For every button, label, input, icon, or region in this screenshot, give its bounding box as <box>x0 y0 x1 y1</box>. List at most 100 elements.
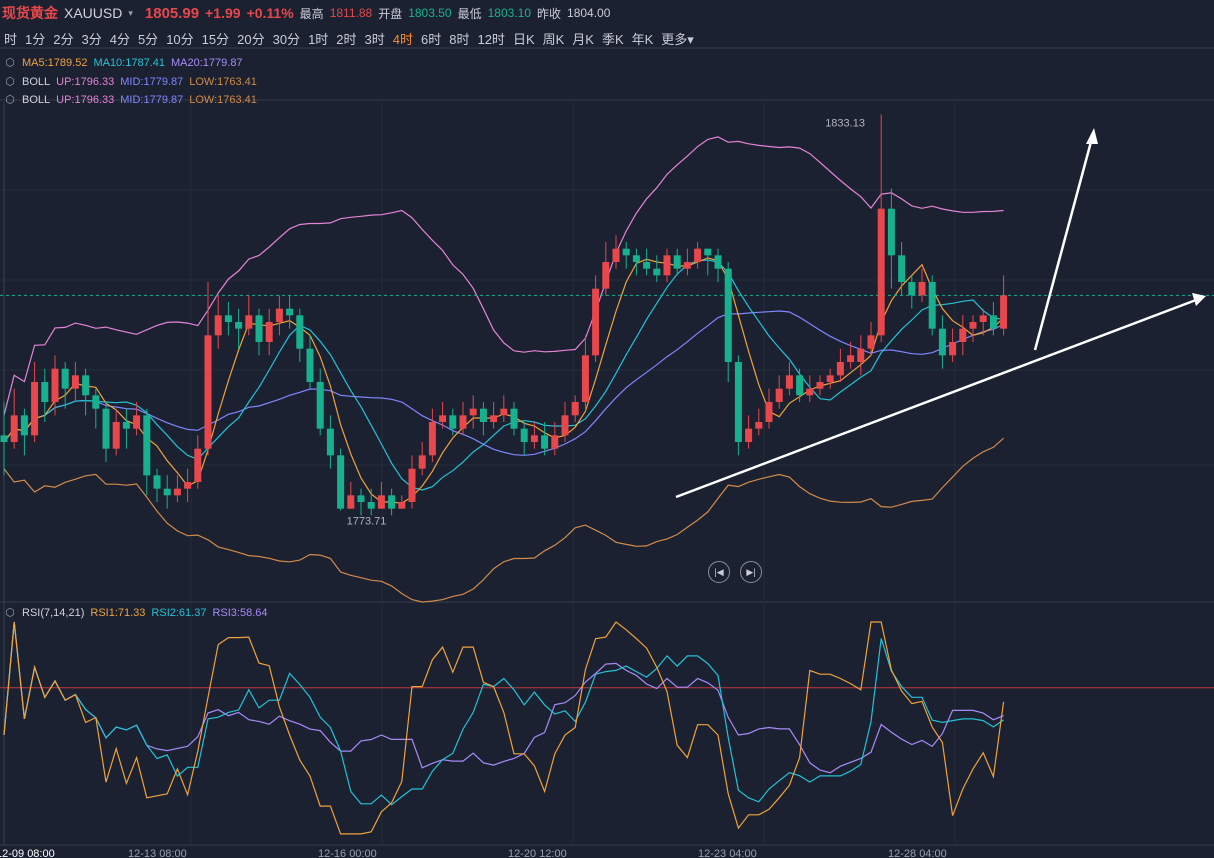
gear-icon[interactable]: ⬡ <box>5 57 15 69</box>
candle-body <box>724 268 732 362</box>
candle-body <box>367 502 375 509</box>
candle-body <box>898 255 906 282</box>
x-axis-label: 12-16 00:00 <box>318 848 377 858</box>
skip-forward-button[interactable]: ▶| <box>740 561 762 583</box>
candle-body <box>255 315 263 342</box>
boll-name: BOLL <box>22 76 51 88</box>
gear-icon[interactable]: ⬡ <box>5 76 15 88</box>
timeframe-12[interactable]: 3时 <box>364 31 385 47</box>
candle-body <box>1000 295 1008 329</box>
candle-body <box>316 382 324 429</box>
x-axis-label: 12-20 12:00 <box>508 848 567 858</box>
candle-body <box>612 248 620 262</box>
timeframe-1[interactable]: 1分 <box>25 31 46 47</box>
timeframe-2[interactable]: 2分 <box>53 31 74 47</box>
candle-body <box>184 482 192 489</box>
last-price: 1805.99 <box>144 4 200 22</box>
candle-body <box>133 415 141 429</box>
candle-body <box>245 315 253 329</box>
candle-body <box>306 348 314 382</box>
timeframe-14[interactable]: 6时 <box>421 31 442 47</box>
candle-body <box>714 255 722 269</box>
candle-body <box>765 402 773 422</box>
candle-body <box>347 495 355 509</box>
candle-body <box>214 315 222 336</box>
candle-body <box>388 495 396 509</box>
candle-body <box>275 308 283 322</box>
timeframe-0[interactable]: 时 <box>4 31 18 47</box>
boll-mid-value: MID:1779.87 <box>120 94 184 106</box>
candle-body <box>826 375 834 382</box>
arrow-head <box>1086 128 1098 144</box>
candle-body <box>867 335 875 349</box>
candle-body <box>357 495 365 502</box>
candle-body <box>439 415 447 422</box>
candle-body <box>31 382 39 436</box>
candle-body <box>377 495 385 509</box>
gear-icon[interactable]: ⬡ <box>5 607 15 619</box>
timeframe-19[interactable]: 月K <box>572 31 594 47</box>
timeframe-7[interactable]: 15分 <box>201 31 230 47</box>
symbol-code[interactable]: XAUUSD <box>64 5 123 21</box>
candle-body <box>0 435 8 442</box>
timeframe-10[interactable]: 1时 <box>308 31 329 47</box>
gear-icon[interactable]: ⬡ <box>5 94 15 106</box>
boll-mid-line <box>3 310 1004 456</box>
open-label: 开盘 <box>378 6 403 21</box>
timeframe-9[interactable]: 30分 <box>272 31 301 47</box>
timeframe-13[interactable]: 4时 <box>392 31 413 47</box>
candle-body <box>561 415 569 436</box>
x-axis-label: 12-09 08:00 <box>0 848 55 858</box>
candle-body <box>622 248 630 256</box>
rsi1-line <box>3 621 1005 835</box>
candle-body <box>663 255 671 276</box>
candle-body <box>296 315 304 349</box>
timeframe-4[interactable]: 4分 <box>109 31 130 47</box>
candle-body <box>785 375 793 389</box>
candle-body <box>938 328 946 356</box>
boll-up-value: UP:1796.33 <box>56 94 115 106</box>
candle-body <box>887 208 895 256</box>
max-price-label: 1833.13 <box>825 117 865 129</box>
high-value: 1811.88 <box>329 6 373 20</box>
candle-body <box>775 388 783 402</box>
candle-body <box>92 395 100 409</box>
candle-body <box>224 315 232 322</box>
candle-body <box>20 415 28 436</box>
candle-body <box>581 355 589 402</box>
min-price-label: 1773.71 <box>347 516 387 528</box>
boll-legend-2: ⬡ BOLL UP:1796.33 MID:1779.87 LOW:1763.4… <box>4 94 257 106</box>
timeframe-3[interactable]: 3分 <box>81 31 102 47</box>
timeframe-16[interactable]: 12时 <box>477 31 505 47</box>
candle-body <box>989 315 997 329</box>
timeframe-18[interactable]: 周K <box>542 31 565 47</box>
timeframe-8[interactable]: 20分 <box>237 31 265 47</box>
timeframe-6[interactable]: 10分 <box>166 31 194 47</box>
timeframe-11[interactable]: 2时 <box>336 31 357 47</box>
timeframe-15[interactable]: 8时 <box>449 31 470 47</box>
prev-close-label: 昨收 <box>537 6 562 21</box>
boll-upper-line <box>3 136 1004 416</box>
skip-back-button[interactable]: |◀ <box>708 561 730 583</box>
candle-body <box>10 415 18 442</box>
candle-body <box>418 455 426 469</box>
timeframe-20[interactable]: 季K <box>601 31 624 47</box>
candle-body <box>836 362 844 376</box>
timeframe-17[interactable]: 日K <box>512 31 535 47</box>
quote-header: 现货黄金 XAUUSD ▾ 1805.99 +1.99 +0.11% 最高 18… <box>0 0 1214 26</box>
rsi1-value: RSI1:71.33 <box>90 607 146 619</box>
candle-body <box>500 408 508 416</box>
candle-body <box>694 248 702 262</box>
candle-body <box>102 408 110 449</box>
candle-body <box>592 288 600 356</box>
timeframe-22[interactable]: 更多▾ <box>661 31 694 47</box>
candle-body <box>398 502 406 509</box>
timeframe-5[interactable]: 5分 <box>137 31 159 47</box>
timeframe-21[interactable]: 年K <box>631 31 654 47</box>
chevron-down-icon[interactable]: ▾ <box>128 7 133 18</box>
candle-body <box>41 382 49 402</box>
candle-body <box>979 315 987 322</box>
x-axis-label: 12-23 04:00 <box>698 848 757 858</box>
candle-body <box>908 282 916 296</box>
